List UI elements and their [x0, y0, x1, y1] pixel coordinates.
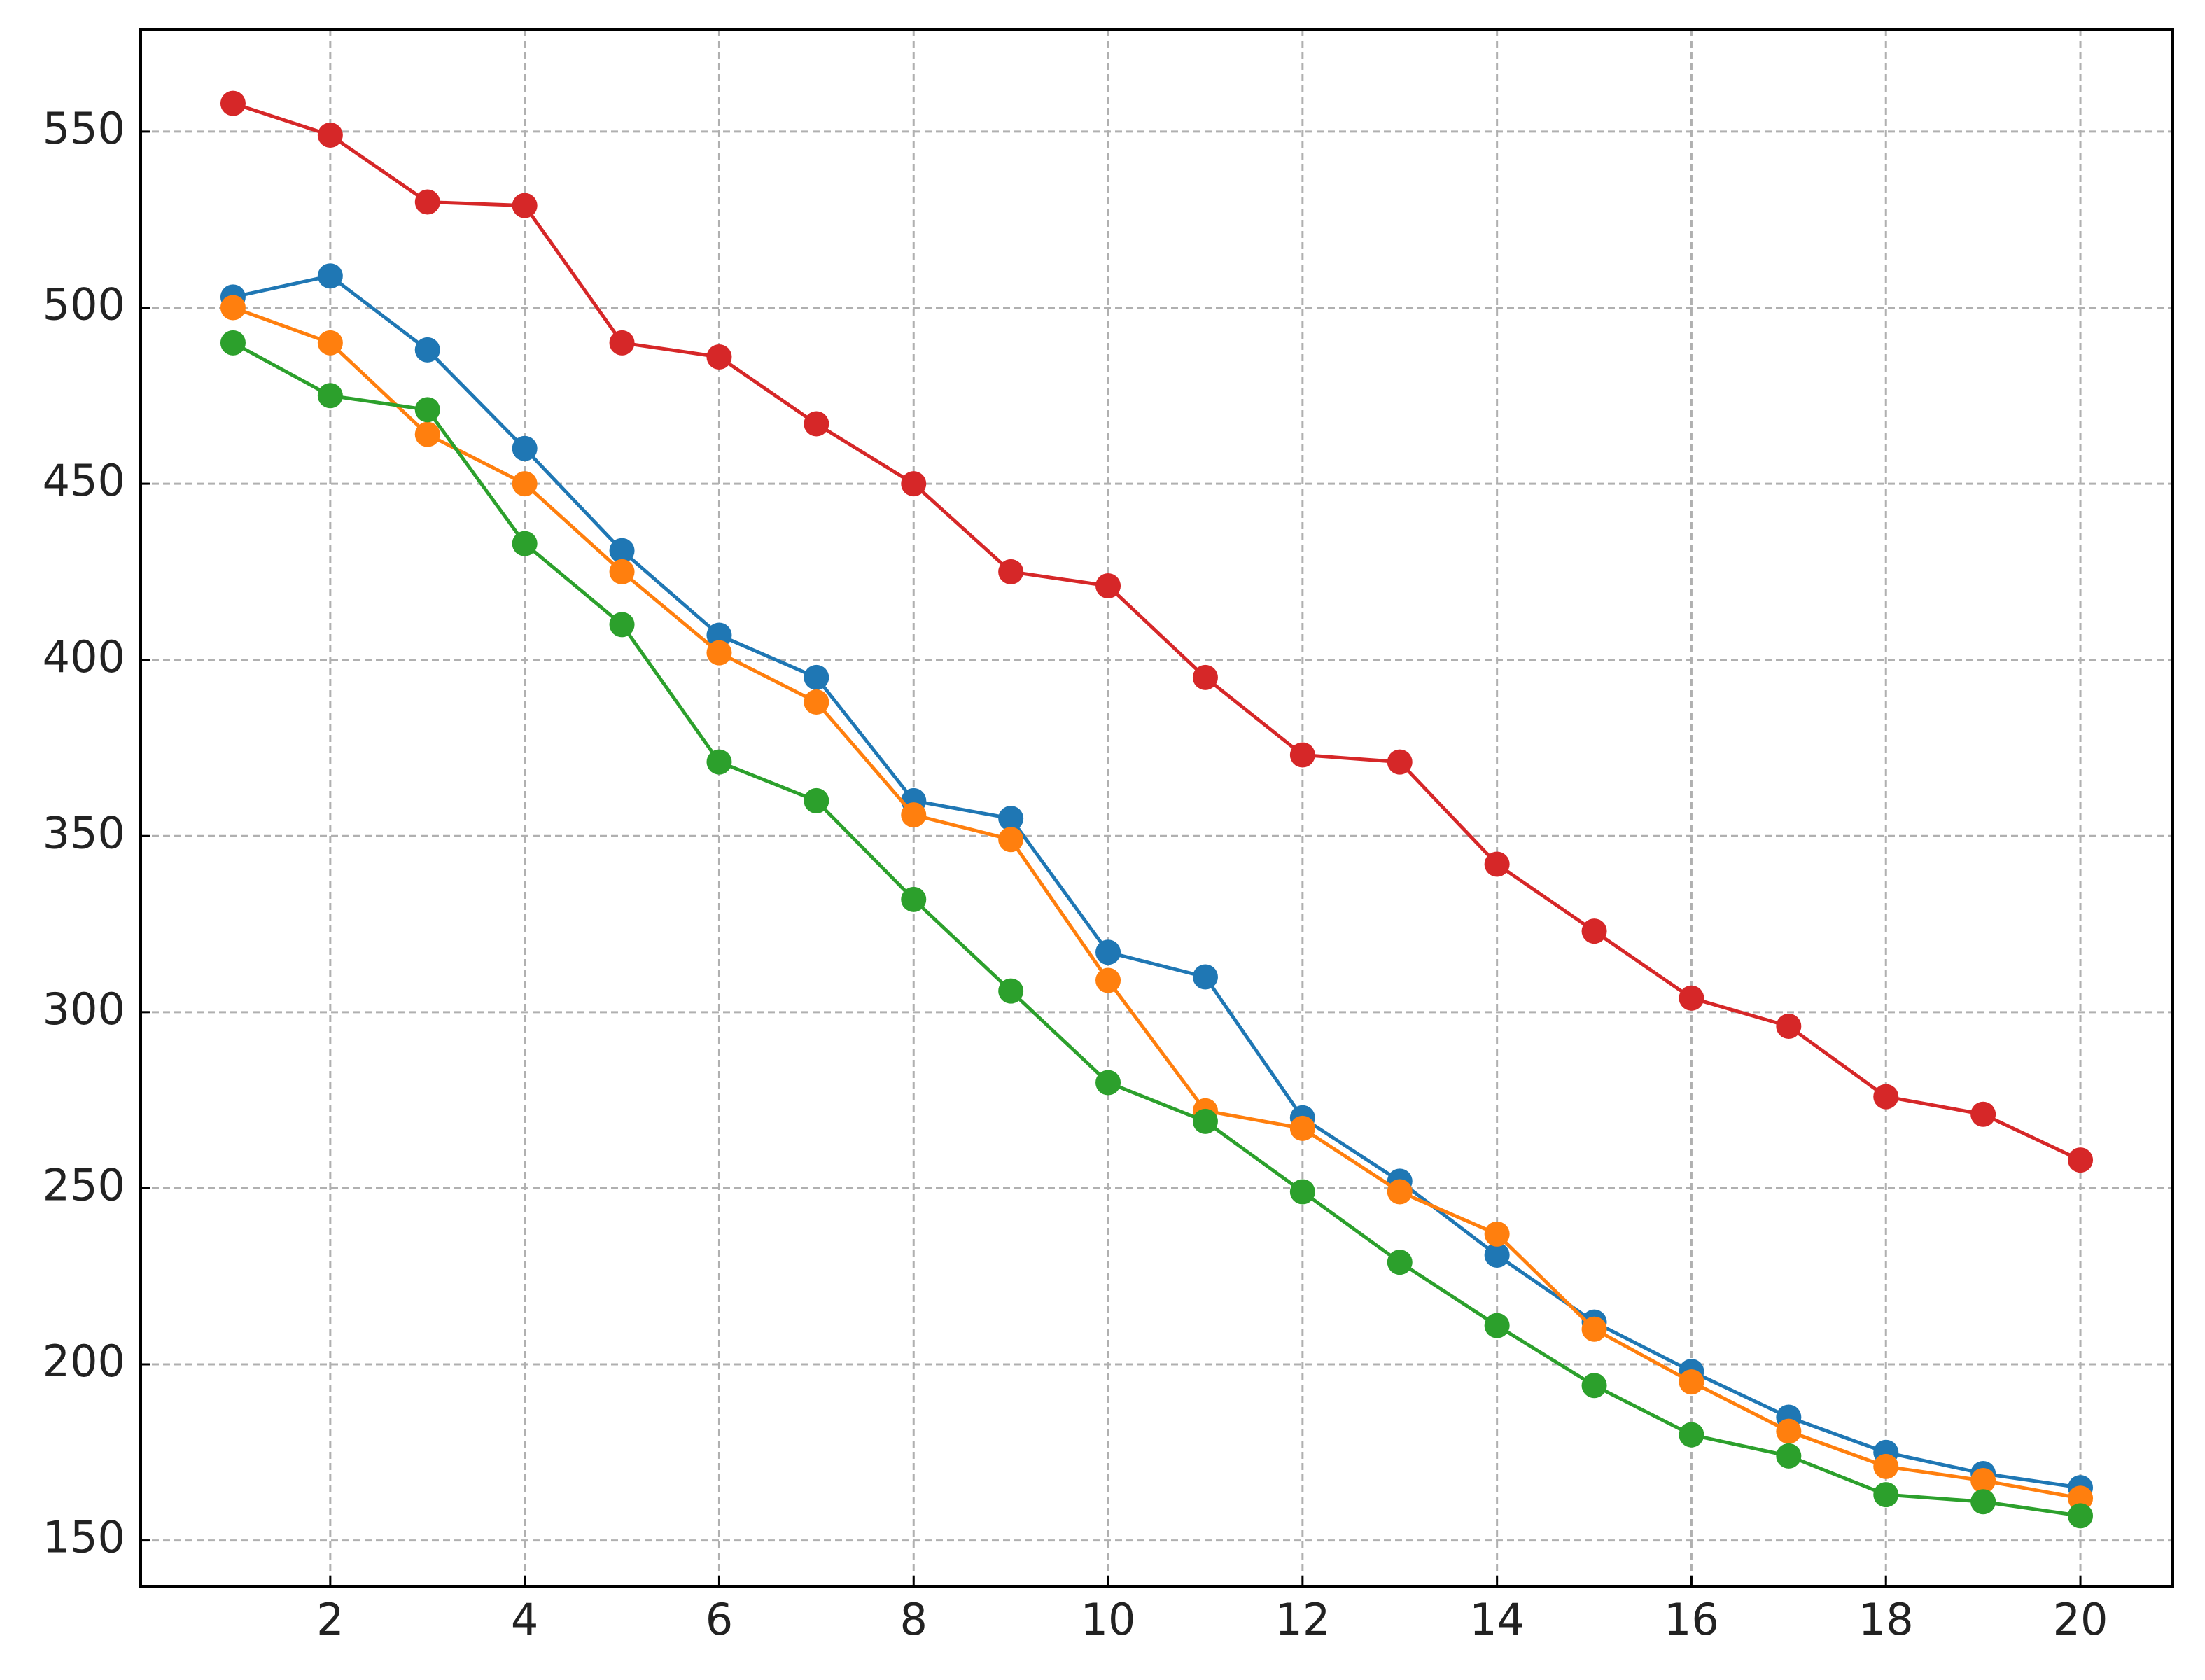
point [1192, 964, 1218, 990]
series-line [232, 341, 2081, 1518]
point [901, 802, 927, 828]
point [1581, 1316, 1607, 1342]
x-tick-label: 12 [1275, 1594, 1330, 1645]
point [1970, 1489, 1996, 1515]
point [317, 330, 343, 356]
y-tick-label: 450 [43, 455, 125, 506]
point [804, 690, 830, 715]
point [1289, 1179, 1315, 1205]
x-tick-label: 18 [1858, 1594, 1914, 1645]
point [1776, 1443, 1802, 1469]
point [1679, 1369, 1704, 1395]
x-tick-label: 6 [706, 1594, 733, 1645]
point [317, 383, 343, 409]
point [317, 263, 343, 289]
point [414, 337, 440, 363]
point [706, 622, 732, 648]
y-tick-label: 250 [43, 1160, 125, 1211]
point [1387, 1179, 1413, 1205]
point [1387, 749, 1413, 775]
point [998, 978, 1024, 1004]
point [220, 90, 246, 116]
point [2068, 1503, 2094, 1529]
point [998, 559, 1024, 584]
point [1096, 967, 1121, 993]
series-line [232, 102, 2082, 1162]
point [998, 827, 1024, 853]
point [1679, 1422, 1704, 1448]
point [317, 122, 343, 148]
point [414, 189, 440, 215]
point [1776, 1418, 1802, 1444]
x-tick-label: 4 [511, 1594, 538, 1645]
point [706, 640, 732, 666]
point [1192, 664, 1218, 690]
point [2068, 1485, 2094, 1511]
point [1484, 851, 1510, 877]
plot-frame [139, 28, 2174, 1588]
y-tick-label: 500 [43, 279, 125, 330]
point [1873, 1084, 1899, 1110]
y-tick-label: 400 [43, 631, 125, 682]
point [1970, 1468, 1996, 1494]
point [1581, 918, 1607, 944]
point [609, 559, 635, 584]
y-tick-label: 300 [43, 983, 125, 1035]
point [804, 664, 830, 690]
point [998, 806, 1024, 832]
point [1096, 573, 1121, 599]
point [512, 471, 538, 497]
point [220, 330, 246, 356]
point [804, 411, 830, 437]
point [2068, 1147, 2094, 1173]
x-tick-label: 16 [1664, 1594, 1719, 1645]
point [609, 330, 635, 356]
point [1581, 1373, 1607, 1399]
point [1289, 742, 1315, 768]
point [1484, 1312, 1510, 1338]
y-tick-label: 150 [43, 1512, 125, 1563]
x-tick-label: 8 [900, 1594, 927, 1645]
point [1096, 939, 1121, 965]
y-tick-label: 350 [43, 807, 125, 858]
x-tick-label: 2 [316, 1594, 344, 1645]
point [220, 295, 246, 321]
x-tick-label: 10 [1081, 1594, 1136, 1645]
point [609, 538, 635, 564]
point [1970, 1101, 1996, 1127]
point [706, 344, 732, 370]
point [901, 886, 927, 912]
series-line [232, 274, 2081, 1490]
point [901, 471, 927, 497]
point [1096, 1070, 1121, 1096]
y-tick-label: 550 [43, 103, 125, 154]
point [706, 749, 732, 775]
point [1484, 1242, 1510, 1268]
point [609, 612, 635, 638]
point [1192, 1108, 1218, 1134]
point [512, 192, 538, 218]
point [1387, 1250, 1413, 1275]
point [512, 435, 538, 461]
point [1873, 1482, 1899, 1508]
point [414, 397, 440, 423]
point [414, 421, 440, 447]
point [1289, 1115, 1315, 1141]
point [1484, 1221, 1510, 1247]
x-tick-label: 14 [1469, 1594, 1525, 1645]
series-line [232, 306, 2081, 1500]
x-tick-label: 20 [2053, 1594, 2108, 1645]
point [1776, 1013, 1802, 1039]
point [1679, 985, 1704, 1011]
y-tick-label: 200 [43, 1336, 125, 1387]
point [804, 788, 830, 813]
point [1873, 1453, 1899, 1479]
point [512, 531, 538, 556]
